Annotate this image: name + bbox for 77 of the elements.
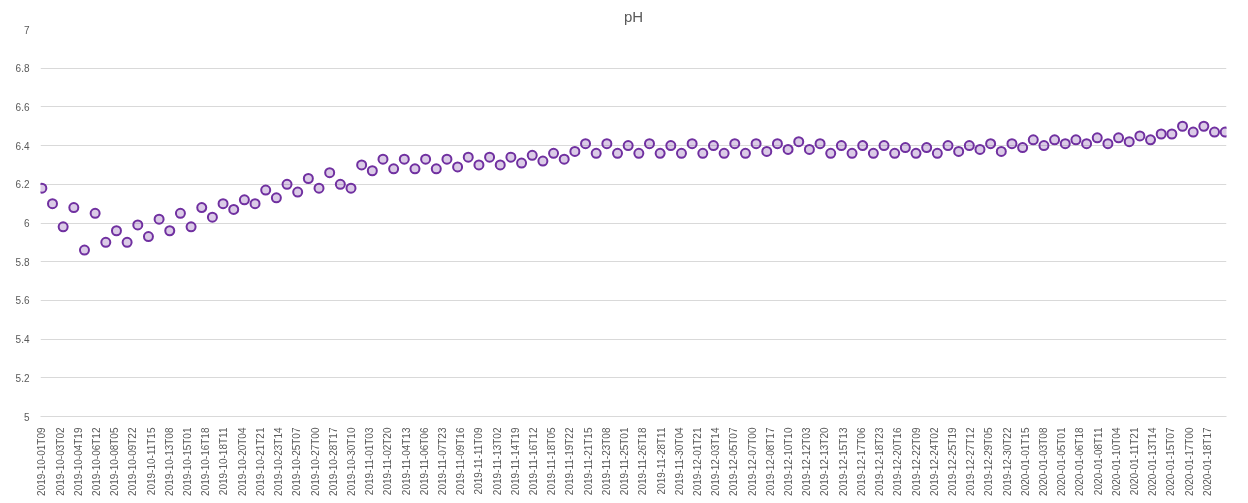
x-tick-label: 2020-01-13T14: [1147, 427, 1159, 496]
x-tick-label: 2020-01-18T17: [1201, 427, 1213, 496]
x-tick-label: 2019-12-13T20: [819, 427, 831, 496]
x-tick-label: 2019-12-12T03: [801, 427, 813, 496]
y-tick-label: 6: [23, 218, 30, 229]
x-tick-label: 2019-10-30T10: [345, 427, 357, 496]
y-tick-label: 5.6: [15, 295, 30, 307]
x-tick-label: 2019-10-21T21: [254, 427, 266, 496]
x-tick-label: 2019-12-30T22: [1001, 427, 1013, 496]
x-tick-label: 2019-11-30T04: [673, 427, 685, 496]
x-tick-label: 2019-10-03T02: [54, 427, 66, 496]
x-tick-label: 2019-11-19T22: [564, 427, 576, 496]
x-tick-label: 2019-12-05T07: [728, 427, 740, 496]
x-tick-label: 2019-12-15T13: [837, 427, 849, 496]
x-tick-label: 2019-10-25T07: [291, 427, 303, 496]
x-tick-label: 2019-11-04T13: [400, 427, 412, 496]
x-tick-label: 2019-11-25T01: [619, 427, 631, 496]
x-tick-label: 2019-11-13T02: [491, 427, 503, 496]
x-tick-label: 2020-01-03T08: [1037, 427, 1049, 496]
x-tick-label: 2019-12-17T06: [855, 427, 867, 496]
x-tick-label: 2019-10-06T12: [90, 427, 102, 496]
y-tick-label: 5.4: [15, 334, 30, 346]
x-tick-label: 2019-11-16T12: [528, 427, 540, 496]
x-tick-label: 2020-01-11T21: [1129, 427, 1141, 496]
x-tick-label: 2019-12-03T14: [710, 427, 722, 496]
x-tick-label: 2020-01-06T18: [1074, 427, 1086, 496]
x-tick-label: 2019-12-25T19: [946, 427, 958, 496]
x-tick-label: 2019-11-21T15: [582, 427, 594, 496]
x-tick-label: 2019-10-20T04: [236, 427, 248, 496]
x-tick-label: 2019-12-20T16: [892, 427, 904, 496]
x-tick-label: 2019-10-16T18: [200, 427, 212, 496]
x-tick-label: 2019-12-01T21: [691, 427, 703, 496]
y-tick-label: 5.2: [15, 372, 30, 384]
x-tick-label: 2019-10-09T22: [127, 427, 139, 496]
x-tick-label: 2019-11-11T09: [473, 427, 485, 495]
x-tick-label: 2019-11-26T18: [637, 427, 649, 496]
chart-title: pH: [623, 7, 644, 25]
y-tick-label: 6.2: [15, 179, 30, 191]
x-tick-label: 2019-10-23T14: [273, 427, 285, 496]
x-tick-label: 2019-10-13T08: [163, 427, 175, 496]
x-tick-label: 2020-01-08T11: [1092, 427, 1104, 496]
x-tick-label: 2019-11-14T19: [509, 427, 521, 496]
x-tick-label: 2020-01-05T01: [1056, 427, 1068, 496]
x-tick-label: 2019-12-18T23: [874, 427, 886, 496]
x-tick-label: 2019-12-24T02: [928, 427, 940, 496]
x-tick-label: 2020-01-17T00: [1183, 427, 1195, 496]
y-tick-label: 5: [23, 411, 30, 423]
x-tick-label: 2019-11-06T06: [418, 427, 430, 496]
x-tick-label: 2019-11-23T08: [600, 427, 612, 496]
x-tick-label: 2019-12-07T00: [746, 427, 758, 496]
x-tick-label: 2019-11-07T23: [437, 427, 448, 496]
x-tick-label: 2019-10-04T19: [72, 427, 84, 496]
x-tick-label: 2019-11-09T16: [455, 427, 467, 496]
x-tick-label: 2019-10-28T17: [327, 427, 339, 496]
x-tick-label: 2019-11-02T20: [382, 427, 394, 496]
x-tick-label: 2019-12-22T09: [910, 427, 922, 496]
x-tick-label: 2019-12-27T12: [965, 427, 977, 496]
x-tick-label: 2019-11-18T05: [546, 427, 558, 496]
y-tick-label: 6.6: [15, 101, 30, 113]
x-tick-label: 2019-11-01T03: [364, 427, 376, 496]
x-tick-label: 2019-10-11T15: [145, 427, 157, 496]
y-tick-label: 5.8: [15, 256, 30, 268]
x-tick-label: 2020-01-15T07: [1165, 427, 1177, 496]
x-tick-label: 2019-12-08T17: [764, 427, 776, 496]
x-tick-label: 2020-01-10T04: [1110, 427, 1122, 496]
x-tick-label: 2019-10-15T01: [182, 427, 194, 496]
x-tick-label: 2019-12-10T10: [783, 427, 795, 496]
x-tick-label: 2019-12-29T05: [983, 427, 995, 496]
y-tick-label: 6.8: [15, 63, 30, 75]
x-tick-label: 2019-10-01T09: [36, 427, 48, 496]
y-tick-label: 7: [23, 24, 30, 36]
x-tick-label: 2019-11-28T11: [655, 427, 667, 495]
x-tick-label: 2019-10-27T00: [309, 427, 321, 496]
y-tick-label: 6.4: [15, 140, 30, 152]
x-tick-label: 2019-10-18T11: [218, 427, 230, 496]
x-tick-label: 2019-10-08T05: [109, 427, 121, 496]
x-tick-label: 2020-01-01T15: [1019, 427, 1031, 496]
